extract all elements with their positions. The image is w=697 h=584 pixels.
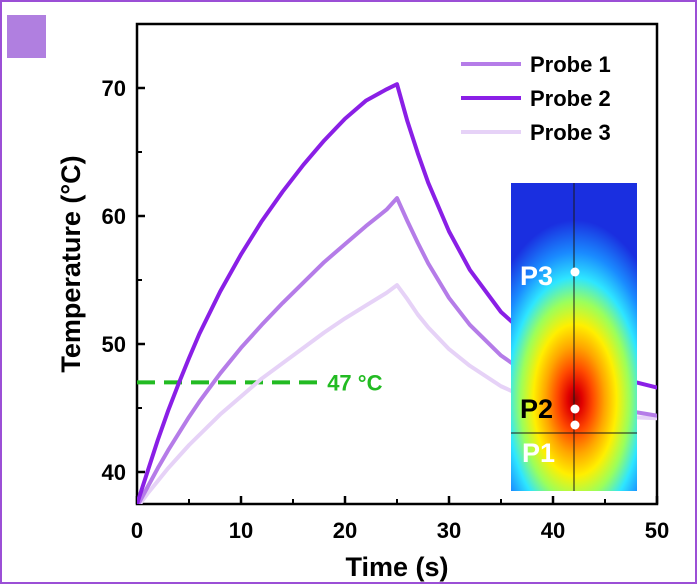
x-tick-label: 40 xyxy=(541,518,565,543)
x-tick-label: 0 xyxy=(131,518,143,543)
probe-2-marker xyxy=(570,404,580,414)
x-axis-label: Time (s) xyxy=(345,552,448,582)
probe-2-label: P2 xyxy=(520,394,553,424)
y-tick-label: 70 xyxy=(102,76,126,101)
probe-3-label: P3 xyxy=(520,261,553,291)
x-tick-label: 10 xyxy=(229,518,253,543)
legend: Probe 1 Probe 2 Probe 3 xyxy=(461,52,611,145)
legend-label-probe-2: Probe 2 xyxy=(530,86,611,111)
probe-1-label: P1 xyxy=(522,438,555,468)
legend-label-probe-3: Probe 3 xyxy=(530,120,611,145)
y-tick-label: 50 xyxy=(102,332,126,357)
threshold-label: 47 °C xyxy=(327,370,382,395)
panel-tag xyxy=(7,15,46,58)
x-tick-label: 30 xyxy=(437,518,461,543)
y-axis-label: Temperature (°C) xyxy=(56,155,86,372)
y-tick-label: 60 xyxy=(102,204,126,229)
probe-1-marker xyxy=(570,420,580,430)
x-tick-label: 50 xyxy=(645,518,669,543)
x-tick-label: 20 xyxy=(333,518,357,543)
axis-ticks: 0 10 20 30 40 50 40 50 60 70 xyxy=(102,76,670,543)
probe-3-marker xyxy=(570,267,580,277)
y-tick-label: 40 xyxy=(102,460,126,485)
inset-heatmap: P3 P2 P1 xyxy=(511,183,637,491)
legend-label-probe-1: Probe 1 xyxy=(530,52,611,77)
